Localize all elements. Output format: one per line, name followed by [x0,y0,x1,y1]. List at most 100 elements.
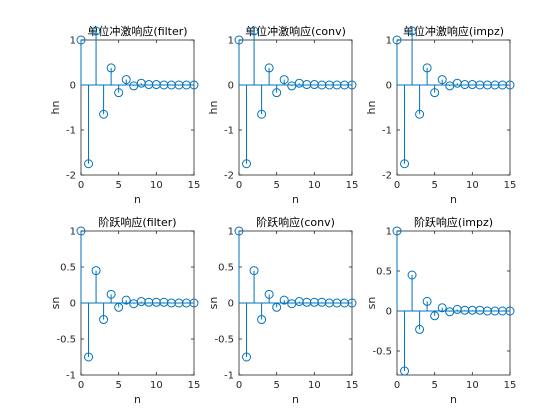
stem-marker [242,352,252,362]
y-tick-label: 0.5 [218,263,234,274]
stem-marker [407,270,417,280]
y-tick-label: -0.5 [214,335,234,346]
x-tick-label: 10 [308,180,321,191]
stem-marker [272,88,282,98]
subplot-6: 0 5 10 15 -0.5 0 0.5 1 阶跃响应(impz) n sn [365,215,516,406]
x-tick-label: 5 [115,380,121,391]
stem-marker [505,306,515,316]
y-tick-label: -1 [66,126,76,137]
stem-marker [400,159,410,169]
stem-marker [91,266,101,276]
stem-marker [84,352,94,362]
stem-marker [437,75,447,85]
stem-marker [437,303,447,313]
y-tick-label: -1 [382,126,392,137]
x-tick-label: 0 [236,180,242,191]
x-tick-label: 15 [504,380,517,391]
x-tick-label: 0 [78,380,84,391]
stem-marker [114,88,124,98]
stem-marker [114,302,124,312]
y-tick-label: 0 [228,299,234,310]
x-tick-label: 10 [150,180,163,191]
stem-marker [400,366,410,376]
y-axis-label: sn [207,297,220,310]
stem-marker [257,109,267,119]
y-tick-label: 0.5 [376,267,392,278]
y-tick-label: -2 [66,171,76,182]
stem-marker [430,88,440,98]
subplot-3: 0 5 10 15 -2 -1 0 1 单位冲激响应(impz) n hn [365,24,516,206]
y-tick-label: 0 [70,299,76,310]
x-axis-label: n [292,393,299,406]
x-tick-label: 5 [431,180,437,191]
stem-marker [272,302,282,312]
y-tick-label: -1 [66,371,76,382]
stem-marker [76,226,86,236]
y-tick-label: 0 [386,307,392,318]
stem-marker [99,109,109,119]
stem-marker [121,75,131,85]
stem-marker [249,26,259,36]
stem-marker [415,109,425,119]
stem-marker [347,80,357,90]
y-tick-label: -0.5 [372,347,392,358]
stem-marker [279,75,289,85]
x-tick-label: 0 [236,380,242,391]
x-axis-label: n [450,393,457,406]
panel-title: 单位冲激响应(impz) [403,24,504,38]
x-tick-label: 15 [188,180,201,191]
y-axis-label: sn [49,297,62,310]
stem-marker [234,226,244,236]
x-tick-label: 5 [115,180,121,191]
y-tick-label: 1 [386,227,392,238]
stem-marker [189,80,199,90]
x-tick-label: 15 [346,180,359,191]
x-tick-label: 10 [150,380,163,391]
y-tick-label: -0.5 [56,335,76,346]
x-tick-label: 15 [188,380,201,391]
x-tick-label: 5 [273,380,279,391]
stem-marker [99,315,109,325]
x-tick-label: 0 [78,180,84,191]
stem-marker [234,35,244,45]
axes-box [238,39,353,176]
x-axis-label: n [134,393,141,406]
stem-marker [106,63,116,73]
stem-marker [249,266,259,276]
x-tick-label: 15 [346,380,359,391]
y-axis-label: hn [49,101,62,115]
y-axis-label: hn [207,101,220,115]
stem-marker [121,295,131,305]
axes-box [396,230,511,376]
stem-marker [505,80,515,90]
subplot-1: 0 5 10 15 -2 -1 0 1 单位冲激响应(filter) n hn [49,24,200,206]
stem-marker [91,26,101,36]
y-axis-label: sn [365,297,378,310]
subplot-4: 0 5 10 15 -1 -0.5 0 0.5 1 阶跃响应(filter) n sn [49,215,200,406]
x-tick-label: 5 [431,380,437,391]
panel-title: 阶跃响应(filter) [98,215,176,229]
subplot-5: 0 5 10 15 -1 -0.5 0 0.5 1 阶跃响应(conv) n sn [207,215,358,406]
y-tick-label: 0 [386,81,392,92]
stem-marker [392,35,402,45]
y-tick-label: 1 [386,36,392,47]
panel-title: 阶跃响应(impz) [414,215,493,229]
y-tick-label: 1 [228,36,234,47]
y-tick-label: 0 [228,81,234,92]
stem-marker [407,26,417,36]
stem-marker [189,298,199,308]
y-tick-label: 1 [228,227,234,238]
y-tick-label: -1 [224,126,234,137]
stem-marker [76,35,86,45]
x-tick-label: 15 [504,180,517,191]
stem-marker [422,296,432,306]
x-tick-label: 0 [394,180,400,191]
y-tick-label: 1 [70,227,76,238]
stem-marker [430,311,440,321]
x-axis-label: n [134,193,141,206]
x-tick-label: 10 [466,180,479,191]
stem-marker [257,315,267,325]
stem-marker [279,295,289,305]
panel-title: 单位冲激响应(conv) [245,24,346,38]
